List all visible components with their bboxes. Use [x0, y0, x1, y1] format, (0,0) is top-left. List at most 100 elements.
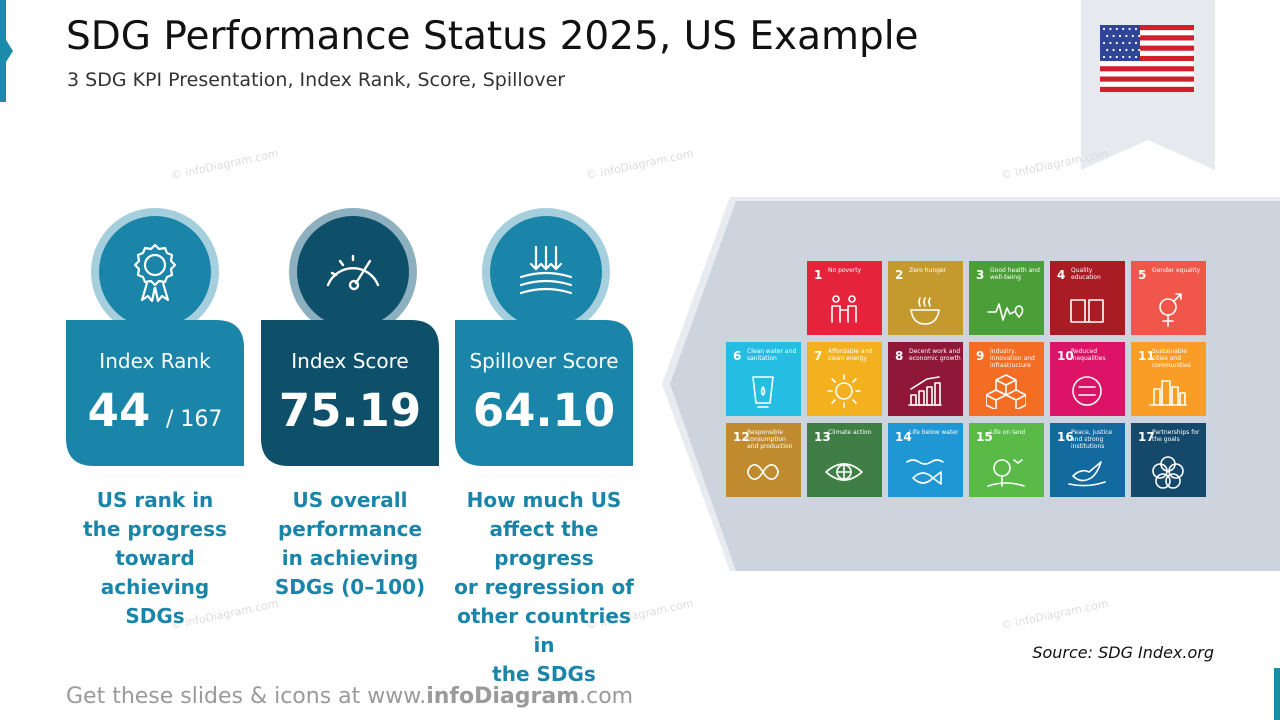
rank-icon-circle — [91, 208, 219, 336]
footer-suffix: .com — [579, 684, 634, 709]
sdg-number: 17 — [1138, 430, 1155, 444]
sun-icon — [827, 374, 861, 408]
sdg-tile-11: 11 Sustainable cities and communities — [1131, 342, 1206, 416]
description-line: toward — [115, 546, 195, 570]
description-line: SDGs — [125, 604, 185, 628]
sdg-number: 1 — [814, 268, 823, 282]
sdg-number: 16 — [1057, 430, 1074, 444]
sdg-label: Life on land — [990, 429, 1026, 436]
sdg-tile-9: 9 Industry, innovation and infrastructure — [969, 342, 1044, 416]
water-glass-icon — [752, 376, 774, 408]
watermark: © infoDiagram.com — [584, 146, 695, 183]
flower-icon — [1152, 456, 1184, 489]
spillover-arrows-icon — [519, 245, 573, 295]
sdg-label: Life below water — [909, 429, 959, 436]
description-line: US rank in — [96, 488, 214, 512]
sdg-label: Affordable and clean energy — [828, 348, 873, 362]
kpi-card-score: Index Score 75.19 — [261, 320, 439, 466]
sdg-number: 13 — [814, 430, 831, 444]
kpi-card-rank: Index Rank 44 / 167 — [66, 320, 244, 466]
sdg-tile-10: 10 Reduced inequalities — [1050, 342, 1125, 416]
us-flag-icon — [1100, 25, 1194, 92]
sdg-label: Decent work and economic growth — [909, 348, 961, 362]
gauge-icon — [326, 254, 380, 291]
sdg-label: No poverty — [828, 267, 862, 274]
kpi-description-rank: US rank in the progress toward achieving… — [55, 486, 255, 631]
description-line: the SDGs — [492, 662, 596, 686]
sdg-tile-2: 2 Zero hunger — [888, 261, 963, 335]
tree-icon — [987, 459, 1025, 487]
sdg-tile-12: 12 Responsible consumption and production — [726, 423, 801, 497]
sdg-tile-3: 3 Good health and well-being — [969, 261, 1044, 335]
description-line: SDGs (0–100) — [274, 575, 426, 599]
kpi-value: 75.19 — [278, 384, 422, 437]
sdg-label: Gender equality — [1152, 267, 1201, 274]
left-accent-bar — [0, 0, 6, 102]
family-icon — [831, 295, 857, 323]
sdg-number: 10 — [1057, 349, 1074, 363]
sdg-tile-4: 4 Quality education — [1050, 261, 1125, 335]
sdg-tile-17: 17 Partnerships for the goals — [1131, 423, 1206, 497]
description-line: or regression of — [454, 575, 634, 599]
sdg-label: Good health and well-being — [990, 267, 1040, 281]
rank-value: 44 — [87, 384, 151, 437]
description-line: the progress — [83, 517, 227, 541]
description-line: performance — [277, 517, 423, 541]
score-icon-circle — [289, 208, 417, 336]
growth-chart-icon — [908, 376, 942, 406]
page-subtitle: 3 SDG KPI Presentation, Index Rank, Scor… — [67, 69, 566, 91]
right-accent-bar — [1274, 668, 1280, 720]
description-line: US overall — [292, 488, 408, 512]
sdg-number: 11 — [1138, 349, 1155, 363]
sdg-number: 5 — [1138, 268, 1147, 282]
kpi-card-rank-bg — [66, 320, 244, 466]
sdg-tile-6: 6 Clean water and sanitation — [726, 342, 801, 416]
description-line: achieving — [100, 575, 210, 599]
flag-ribbon-notch — [1081, 140, 1215, 170]
footer-promo: Get these slides & icons at www.infoDiag… — [66, 684, 633, 709]
spillover-icon-circle — [482, 208, 610, 336]
rank-total: / 167 — [165, 407, 223, 432]
description-line: in achieving — [281, 546, 419, 570]
sdg-number: 8 — [895, 349, 904, 363]
sdg-label: Peace, justice and strong institutions — [1071, 429, 1113, 450]
sdg-number: 7 — [814, 349, 823, 363]
infinity-icon — [747, 464, 779, 480]
sdg-number: 3 — [976, 268, 985, 282]
award-ribbon-icon — [133, 243, 177, 303]
footer-prefix: Get these slides & icons at www. — [66, 684, 427, 709]
gender-icon — [1159, 293, 1182, 327]
kpi-value: 64.10 — [472, 384, 616, 437]
sdg-number: 6 — [733, 349, 742, 363]
kpi-description-score: US overall performance in achieving SDGs… — [250, 486, 450, 602]
description-line: other countries in — [457, 604, 631, 657]
sdg-label: Quality education — [1071, 267, 1101, 281]
sdg-label: Clean water and sanitation — [747, 348, 797, 362]
description-line: How much US — [466, 488, 622, 512]
left-accent-notch — [6, 40, 13, 62]
kpi-label: Index Rank — [99, 349, 211, 373]
sdg-number: 2 — [895, 268, 904, 282]
city-icon — [1149, 380, 1187, 406]
sdg-number: 4 — [1057, 268, 1066, 282]
sdg-tile-13: 13 Climate action — [807, 423, 882, 497]
sdg-tile-16: 16 Peace, justice and strong institutions — [1050, 423, 1125, 497]
sdg-tile-14: 14 Life below water — [888, 423, 963, 497]
kpi-card-spillover-bg — [455, 320, 633, 466]
watermark: © infoDiagram.com — [999, 596, 1110, 633]
dove-icon — [1068, 461, 1106, 487]
description-line: affect the progress — [489, 517, 599, 570]
kpi-value: 44 / 167 — [66, 384, 244, 437]
sdg-tile-8: 8 Decent work and economic growth — [888, 342, 963, 416]
eye-globe-icon — [825, 463, 863, 481]
sdg-label: Zero hunger — [909, 267, 947, 274]
kpi-card-spillover: Spillover Score 64.10 — [455, 320, 633, 466]
kpi-card-score-bg — [261, 320, 439, 466]
sdg-label: Climate action — [828, 429, 872, 436]
sdg-number: 12 — [733, 430, 750, 444]
kpi-label: Index Score — [291, 349, 409, 373]
sdg-label: Industry, innovation and infrastructure — [990, 348, 1035, 369]
equality-icon — [1072, 376, 1102, 406]
book-icon — [1070, 299, 1104, 323]
sdg-tile-5: 5 Gender equality — [1131, 261, 1206, 335]
